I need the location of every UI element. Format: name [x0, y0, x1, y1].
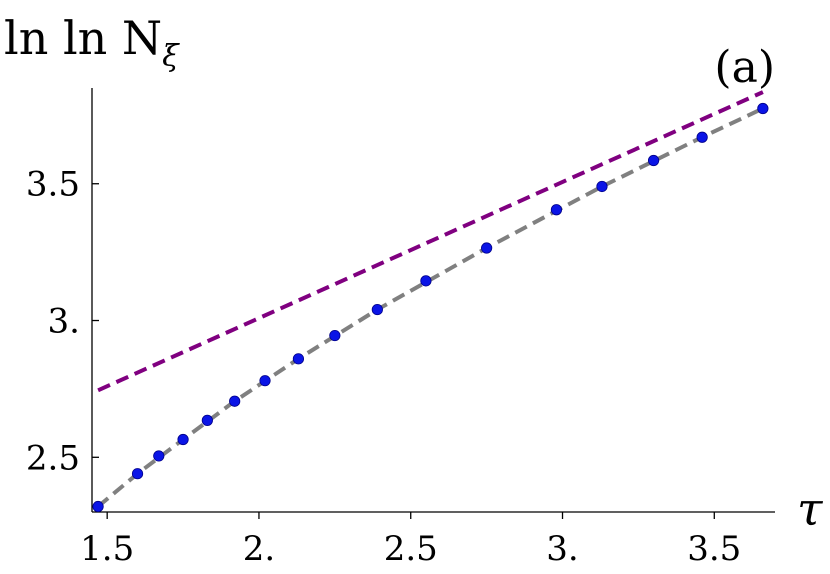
x-tick-label: 3. [546, 529, 578, 569]
y-axis-title-subscript: ξ [162, 39, 180, 74]
series-layer [92, 90, 769, 513]
data-point [371, 303, 383, 316]
panel-label: (a) [714, 42, 775, 93]
series-line-1 [96, 106, 764, 509]
data-point [420, 275, 432, 287]
data-point [757, 102, 769, 115]
data-point [329, 329, 341, 342]
data-point [292, 353, 305, 365]
labels: ln ln Nξ τ (a) [4, 11, 824, 536]
data-point [92, 500, 104, 513]
data-point [647, 154, 660, 167]
y-axis-title-main: ln ln N [4, 11, 162, 65]
x-tick-label: 3.5 [687, 529, 741, 569]
data-point [153, 450, 165, 462]
x-tick-label: 2. [243, 529, 275, 569]
data-point [229, 395, 241, 407]
data-point [177, 433, 189, 446]
data-point [259, 375, 271, 387]
x-tick-label: 2.5 [384, 529, 438, 569]
x-tick-label: 1.5 [80, 529, 134, 569]
data-point [696, 131, 708, 143]
series-line-2 [97, 90, 764, 393]
y-tick-label: 2.5 [26, 438, 80, 478]
data-point [481, 242, 493, 254]
axes: 1.5 2. 2.5 3. 3.5 2.5 3. 3.5 [26, 88, 775, 569]
y-tick-label: 3.5 [26, 165, 80, 205]
data-point [131, 468, 144, 480]
data-point [550, 204, 563, 216]
y-axis-title: ln ln Nξ [4, 11, 180, 74]
x-axis-title: τ [797, 482, 824, 536]
data-point [201, 414, 213, 426]
y-tick-label: 3. [48, 302, 80, 342]
data-point [596, 180, 608, 193]
